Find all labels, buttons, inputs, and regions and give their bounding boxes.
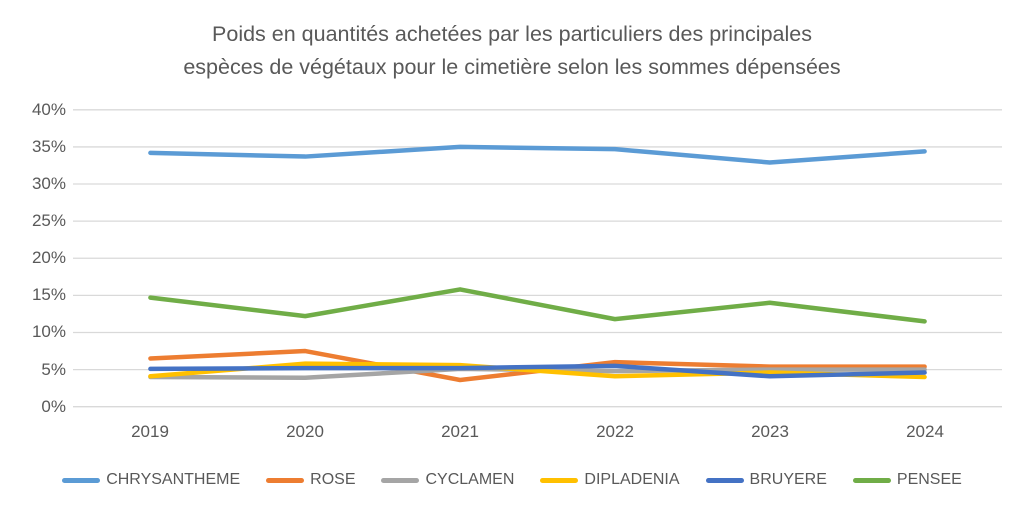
chart-title-line-1: Poids en quantités achetées par les part… xyxy=(212,22,812,46)
series-line-chrysantheme xyxy=(148,144,927,165)
y-tick-label: 5% xyxy=(41,360,66,379)
y-tick-label: 15% xyxy=(31,285,66,304)
series-line-dipladenia xyxy=(148,361,927,380)
legend-item-chrysantheme: CHRYSANTHEME xyxy=(62,469,240,491)
x-tick-label: 2020 xyxy=(286,422,324,441)
y-tick-label: 20% xyxy=(31,248,66,267)
legend-item-rose: ROSE xyxy=(266,469,355,491)
x-tick-label: 2019 xyxy=(131,422,169,441)
series-line-pensee xyxy=(148,287,927,324)
chart-title-line-2: espèces de végétaux pour le cimetière se… xyxy=(183,55,841,79)
legend-label: CYCLAMEN xyxy=(425,471,515,488)
y-tick-label: 40% xyxy=(31,100,66,119)
legend-item-cyclamen: CYCLAMEN xyxy=(381,469,514,491)
legend: CHRYSANTHEME ROSE CYCLAMEN DIPLADENIA BR… xyxy=(0,464,1024,496)
legend-item-pensee: PENSEE xyxy=(852,469,962,491)
legend-label: PENSEE xyxy=(896,471,962,488)
legend-swatch-chrysantheme xyxy=(62,477,101,483)
legend-label: ROSE xyxy=(310,471,356,488)
x-tick-label: 2022 xyxy=(596,422,634,441)
x-tick-label: 2023 xyxy=(751,422,789,441)
y-tick-label: 25% xyxy=(31,211,66,230)
legend-label: DIPLADENIA xyxy=(584,471,680,488)
x-tick-label: 2024 xyxy=(906,422,944,441)
legend-swatch-pensee xyxy=(852,477,891,483)
legend-item-bruyere: BRUYERE xyxy=(705,469,827,491)
y-tick-label: 30% xyxy=(31,174,66,193)
y-tick-label: 0% xyxy=(41,397,66,416)
legend-swatch-cyclamen xyxy=(381,477,420,483)
legend-swatch-bruyere xyxy=(705,477,744,483)
y-tick-label: 10% xyxy=(31,322,66,341)
legend-item-dipladenia: DIPLADENIA xyxy=(540,469,680,491)
series-line-bruyere xyxy=(148,363,927,379)
y-tick-label: 35% xyxy=(31,137,66,156)
legend-swatch-rose xyxy=(266,477,305,483)
legend-label: CHRYSANTHEME xyxy=(106,471,241,488)
x-tick-label: 2021 xyxy=(441,422,479,441)
legend-label: BRUYERE xyxy=(749,471,827,488)
legend-swatch-dipladenia xyxy=(540,477,579,483)
chart-title: Poids en quantités achetées par les part… xyxy=(0,18,1024,84)
